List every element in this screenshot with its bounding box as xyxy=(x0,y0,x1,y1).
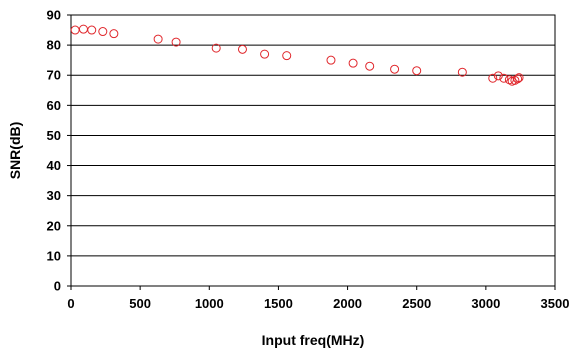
y-tick-label: 90 xyxy=(47,8,61,23)
y-axis: 0 10 20 30 40 50 60 70 80 90 xyxy=(47,8,71,294)
x-tick-label: 3500 xyxy=(541,296,570,311)
y-tick-label: 20 xyxy=(47,218,61,233)
y-tick-label: 80 xyxy=(47,38,61,53)
data-point xyxy=(513,74,523,84)
data-point xyxy=(237,44,247,54)
data-point xyxy=(499,73,509,83)
data-point xyxy=(514,73,524,83)
x-tick-label: 1000 xyxy=(195,296,224,311)
y-tick-label: 30 xyxy=(47,188,61,203)
y-tick-label: 40 xyxy=(47,158,61,173)
y-tick-label: 0 xyxy=(54,279,61,294)
data-point xyxy=(109,29,119,39)
y-tick-label: 50 xyxy=(47,128,61,143)
data-point xyxy=(98,27,108,37)
data-point xyxy=(457,67,467,77)
y-tick-label: 10 xyxy=(47,248,61,263)
data-point xyxy=(260,49,270,59)
y-tick-label: 60 xyxy=(47,98,61,113)
x-tick-label: 2500 xyxy=(402,296,431,311)
data-point xyxy=(78,24,88,34)
x-tick-label: 1500 xyxy=(264,296,293,311)
data-point xyxy=(153,34,163,44)
data-point xyxy=(390,64,400,74)
data-point xyxy=(282,51,292,61)
data-point xyxy=(211,43,221,53)
data-point xyxy=(326,55,336,65)
x-tick-label: 500 xyxy=(129,296,151,311)
data-point xyxy=(70,25,80,35)
data-point xyxy=(87,25,97,35)
plot-area xyxy=(70,14,556,287)
data-point xyxy=(348,58,358,68)
x-axis-title: Input freq(MHz) xyxy=(262,332,365,348)
x-tick-label: 3000 xyxy=(471,296,500,311)
y-tick-label: 70 xyxy=(47,68,61,83)
data-point xyxy=(365,61,375,71)
data-point xyxy=(412,66,422,76)
x-tick-label: 0 xyxy=(67,296,74,311)
x-axis: 0 500 1000 1500 2000 2500 3000 3500 xyxy=(67,286,569,311)
data-point xyxy=(171,37,181,47)
data-point xyxy=(493,71,503,81)
data-points xyxy=(70,24,524,86)
data-point xyxy=(488,73,498,83)
grid-lines xyxy=(71,14,555,287)
x-tick-label: 2000 xyxy=(333,296,362,311)
y-axis-title: SNR(dB) xyxy=(7,122,23,180)
